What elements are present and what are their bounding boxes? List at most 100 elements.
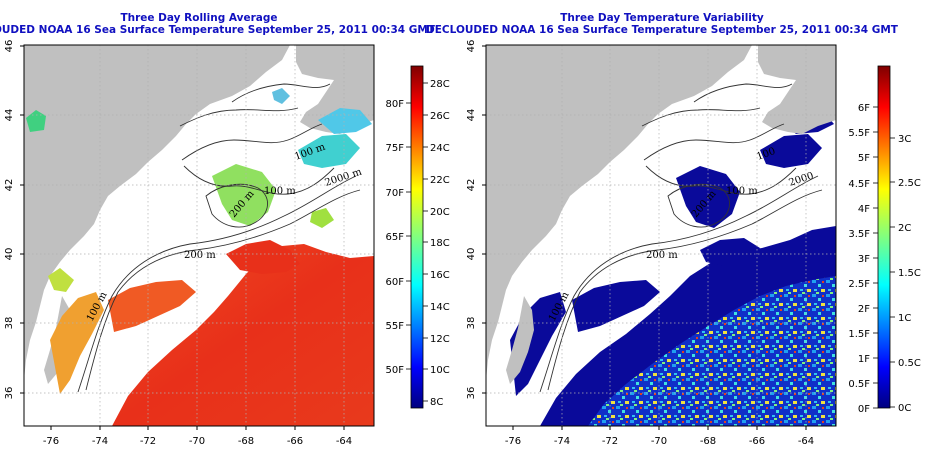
right-title-line1: Three Day Temperature Variability <box>560 12 764 24</box>
right-x-tick: -64 <box>798 436 814 447</box>
left-map-panel: Three Day Rolling Average DECLOUDED NOAA… <box>0 12 450 447</box>
left-y-axis <box>20 45 24 394</box>
left-cb-f-label: 75F <box>386 143 405 154</box>
right-land-nova-scotia <box>758 45 836 134</box>
left-cb-f-label: 80F <box>386 99 405 110</box>
right-cb-f-label: 1F <box>858 354 870 365</box>
right-cb-f-label: 3F <box>858 254 870 265</box>
right-land-peninsula <box>506 296 534 384</box>
left-cb-c-label: 28C <box>430 79 450 90</box>
right-colorbar <box>877 65 891 409</box>
right-y-tick: 44 <box>466 109 477 122</box>
left-cb-c-label: 14C <box>430 302 450 313</box>
left-cb-c-label: 8C <box>430 397 443 408</box>
left-y-tick: 40 <box>4 248 15 261</box>
right-graticule <box>486 45 836 426</box>
right-bathymetry-contours <box>539 83 823 393</box>
left-cb-f-label: 55F <box>386 321 405 332</box>
right-cb-f-label: 2.5F <box>848 279 870 290</box>
left-sst-warm-band <box>108 280 196 332</box>
left-cb-c-label: 20C <box>430 207 450 218</box>
right-cb-f-label: 5F <box>858 153 870 164</box>
left-sst-warm-region <box>112 244 374 426</box>
right-cb-f-label: 0.5F <box>848 379 870 390</box>
left-x-tick: -66 <box>287 436 303 447</box>
left-cb-f-label: 70F <box>386 188 405 199</box>
left-cb-f-label: 65F <box>386 232 405 243</box>
left-x-tick: -74 <box>92 436 108 447</box>
right-cb-c-label: 1C <box>898 313 911 324</box>
right-cb-f-label: 5.5F <box>848 128 870 139</box>
left-bathymetry-contours <box>77 83 361 393</box>
right-x-tick: -68 <box>700 436 716 447</box>
right-y-axis <box>482 45 486 394</box>
left-sst-coastal-green <box>48 268 74 292</box>
left-y-tick: 46 <box>4 40 15 53</box>
right-contour-label-200b: 200 m <box>646 250 678 261</box>
right-cb-f-label: 0F <box>858 404 870 415</box>
right-cb-f-label: 2F <box>858 304 870 315</box>
right-cb-c-label: 3C <box>898 134 911 145</box>
left-contour-label-200b: 200 m <box>184 250 216 261</box>
right-colorbar-ticks <box>873 106 895 409</box>
left-y-tick: 36 <box>4 387 15 400</box>
left-x-tick: -64 <box>336 436 352 447</box>
right-title-line2: DECLOUDED NOAA 16 Sea Surface Temperatur… <box>426 24 899 36</box>
left-cb-c-label: 26C <box>430 111 450 122</box>
left-cb-c-label: 16C <box>430 270 450 281</box>
left-sst-coastal-band <box>50 292 104 394</box>
right-var-low-mid <box>700 238 760 266</box>
right-y-tick: 36 <box>466 387 477 400</box>
left-cb-f-label: 60F <box>386 277 405 288</box>
left-sst-nw-patch <box>26 110 46 132</box>
left-cb-f-label: 50F <box>386 365 405 376</box>
left-contour-label-100b: 100 m <box>264 186 296 197</box>
right-map-panel: Three Day Temperature Variability DECLOU… <box>426 12 921 447</box>
right-cb-c-label: 0.5C <box>898 358 921 369</box>
left-cb-c-label: 22C <box>430 175 450 186</box>
left-sst-gulf-patch2 <box>298 134 360 168</box>
right-cb-c-label: 0C <box>898 403 911 414</box>
right-cb-f-label: 4F <box>858 204 870 215</box>
left-graticule <box>24 45 374 426</box>
right-var-low-ne <box>760 134 822 168</box>
right-x-tick: -66 <box>749 436 765 447</box>
left-sst-gulf-patch3 <box>318 108 372 134</box>
right-y-tick: 38 <box>466 317 477 330</box>
right-x-axis <box>512 426 807 430</box>
left-x-tick: -72 <box>140 436 156 447</box>
left-colorbar-ticks <box>406 82 428 402</box>
right-cb-c-label: 2.5C <box>898 178 921 189</box>
left-y-tick: 38 <box>4 317 15 330</box>
right-x-tick: -70 <box>651 436 667 447</box>
right-cb-f-label: 1.5F <box>848 329 870 340</box>
left-sst-warm-patch <box>226 240 300 274</box>
right-plot-frame <box>485 44 837 427</box>
left-y-tick: 42 <box>4 179 15 192</box>
right-cb-f-label: 4.5F <box>848 179 870 190</box>
right-var-low-band <box>572 280 660 332</box>
left-sst-ne-patch <box>272 88 290 104</box>
left-x-tick: -68 <box>238 436 254 447</box>
right-x-tick: -74 <box>554 436 570 447</box>
left-title-line2: DECLOUDED NOAA 16 Sea Surface Temperatur… <box>0 24 436 36</box>
left-cb-c-label: 24C <box>430 143 450 154</box>
right-x-tick: -72 <box>602 436 618 447</box>
right-y-tick: 46 <box>466 40 477 53</box>
right-var-high-region <box>588 276 836 426</box>
left-plot-frame <box>23 44 375 427</box>
left-x-tick: -76 <box>43 436 59 447</box>
right-land-mainland <box>486 45 752 380</box>
right-x-tick: -76 <box>505 436 521 447</box>
left-x-tick: -70 <box>189 436 205 447</box>
right-cb-f-label: 3.5F <box>848 229 870 240</box>
left-cb-c-label: 18C <box>430 238 450 249</box>
right-cb-c-label: 1.5C <box>898 268 921 279</box>
left-colorbar <box>410 65 424 409</box>
right-y-tick: 40 <box>466 248 477 261</box>
right-cb-c-label: 2C <box>898 223 911 234</box>
left-title-line1: Three Day Rolling Average <box>120 12 277 24</box>
left-sst-mid-patch <box>310 208 334 228</box>
left-land-mainland <box>24 45 290 380</box>
